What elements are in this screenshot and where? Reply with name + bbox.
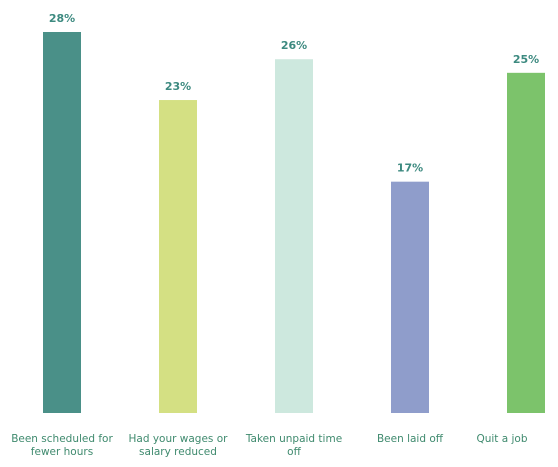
category-label: Been scheduled for fewer hours xyxy=(11,433,113,458)
bar xyxy=(391,181,429,413)
value-label: 25% xyxy=(513,53,539,66)
value-label: 28% xyxy=(49,12,75,25)
category-label: Quit a job xyxy=(476,433,528,445)
bar xyxy=(275,59,313,413)
category-label: Taken unpaid time off xyxy=(245,433,343,458)
value-label: 17% xyxy=(397,162,423,175)
bar xyxy=(43,32,81,413)
value-label: 26% xyxy=(281,39,307,52)
value-label: 23% xyxy=(165,80,191,93)
bar xyxy=(159,100,197,414)
category-label: Been laid off xyxy=(376,433,444,445)
category-label: Had your wages or salary reduced xyxy=(128,433,228,458)
bar xyxy=(507,72,545,414)
